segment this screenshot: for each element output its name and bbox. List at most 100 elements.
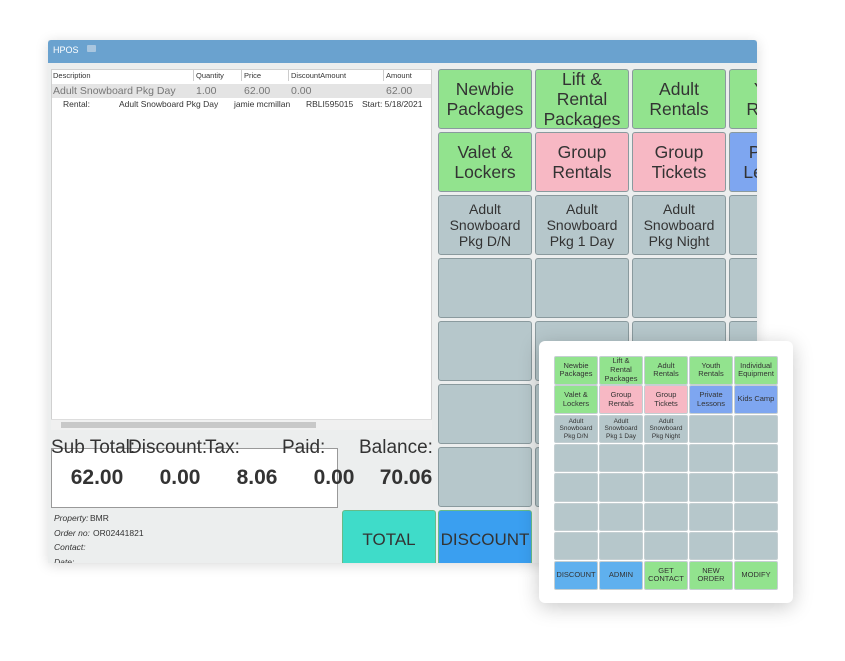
menu-button[interactable] <box>438 321 532 381</box>
preview-action[interactable]: GET CONTACT <box>644 561 688 590</box>
menu-button[interactable] <box>438 384 532 444</box>
preview-button[interactable] <box>644 473 688 502</box>
info-value: BMR <box>90 513 109 523</box>
preview-button[interactable]: Private Lessons <box>689 385 733 414</box>
preview-button[interactable]: Valet & Lockers <box>554 385 598 414</box>
preview-action[interactable]: MODIFY <box>734 561 778 590</box>
column-header: Amount <box>386 71 412 80</box>
menu-button[interactable]: Adult Snowboard Pkg Night <box>632 195 726 255</box>
preview-button[interactable] <box>689 502 733 531</box>
column-header: Quantity <box>196 71 224 80</box>
preview-button[interactable] <box>734 443 778 473</box>
preview-button[interactable] <box>554 443 598 473</box>
total-value: 70.06 <box>379 466 433 489</box>
info-label: Contact: <box>54 542 86 552</box>
preview-button[interactable] <box>689 414 733 444</box>
preview-button[interactable] <box>734 473 778 502</box>
menu-button[interactable] <box>535 258 629 318</box>
preview-button[interactable] <box>689 443 733 473</box>
total-value: 0.00 <box>313 466 355 489</box>
detail-cell: jamie mcmillan <box>234 99 291 109</box>
info-label: Date: <box>54 556 75 564</box>
cell: Adult Snowboard Pkg Day <box>53 85 176 97</box>
preview-button[interactable]: Kids Camp <box>734 385 778 414</box>
column-divider <box>288 70 289 81</box>
preview-card: Newbie Packages Lift & Rental Packages Adu… <box>539 341 793 603</box>
preview-action[interactable]: ADMIN <box>599 561 643 590</box>
total-label: Discount: <box>128 437 208 458</box>
preview-button[interactable] <box>599 443 643 473</box>
menu-button[interactable]: Adult Rentals <box>632 69 726 129</box>
preview-button[interactable] <box>734 502 778 531</box>
info-value: OR02441821 <box>93 527 144 538</box>
preview-action[interactable]: NEW ORDER <box>689 561 733 590</box>
menu-button[interactable]: Private Lessons <box>729 132 757 192</box>
menu-button[interactable] <box>729 195 757 255</box>
column-header: DiscountAmount <box>291 71 347 80</box>
preview-button[interactable] <box>554 531 598 561</box>
menu-button[interactable]: Group Tickets <box>632 132 726 192</box>
preview-button[interactable]: Group Tickets <box>644 385 688 414</box>
preview-button[interactable] <box>734 414 778 444</box>
preview-button[interactable]: Group Rentals <box>599 385 643 414</box>
menu-button[interactable]: Group Rentals <box>535 132 629 192</box>
column-header: Price <box>244 71 262 80</box>
preview-button[interactable] <box>644 531 688 561</box>
total-value: 8.06 <box>236 466 278 489</box>
window-title: HPOS <box>53 45 79 55</box>
action-button[interactable]: DISCOUNT <box>438 510 532 563</box>
preview-button[interactable]: Lift & Rental Packages <box>599 356 643 385</box>
total-label: Balance: <box>359 437 433 458</box>
menu-button[interactable] <box>438 447 532 507</box>
cell: 0.00 <box>291 85 312 97</box>
scroll-thumb[interactable] <box>61 422 316 428</box>
menu-button[interactable] <box>632 258 726 318</box>
menu-button[interactable]: Lift & Rental Packages <box>535 69 629 129</box>
preview-button[interactable]: Newbie Packages <box>554 356 598 385</box>
preview-button[interactable]: Individual Equipment <box>734 356 778 385</box>
menu-button[interactable]: Youth Rentals <box>729 69 757 129</box>
preview-button[interactable] <box>599 473 643 502</box>
preview-button[interactable]: Adult Snowboard Pkg D/N <box>554 414 598 444</box>
menu-button[interactable]: Adult Snowboard Pkg 1 Day <box>535 195 629 255</box>
preview-action[interactable]: DISCOUNT <box>554 561 598 590</box>
scrollbar[interactable] <box>51 419 432 430</box>
menu-button[interactable] <box>438 258 532 318</box>
chat-icon[interactable] <box>87 45 96 52</box>
preview-button[interactable] <box>644 443 688 473</box>
preview-button[interactable] <box>599 502 643 531</box>
preview-button[interactable] <box>554 502 598 531</box>
selected-row <box>52 84 431 98</box>
total-label: Tax: <box>205 437 240 458</box>
action-button[interactable]: TOTAL <box>342 510 436 563</box>
preview-button[interactable]: Youth Rentals <box>689 356 733 385</box>
column-divider <box>241 70 242 81</box>
menu-button[interactable]: Adult Snowboard Pkg D/N <box>438 195 532 255</box>
menu-button[interactable] <box>729 258 757 318</box>
info-label: Order no: <box>54 527 90 538</box>
preview-button[interactable] <box>599 531 643 561</box>
cell: 62.00 <box>244 85 271 97</box>
preview-button[interactable]: Adult Rentals <box>644 356 688 385</box>
detail-cell: Rental: <box>63 99 90 109</box>
order-info <box>51 448 338 508</box>
menu-button[interactable]: Newbie Packages <box>438 69 532 129</box>
preview-button[interactable] <box>644 502 688 531</box>
preview-button[interactable]: Adult Snowboard Pkg Night <box>644 414 688 444</box>
detail-cell: Start: 5/18/2021 <box>362 99 423 109</box>
preview-button[interactable] <box>689 473 733 502</box>
preview-button[interactable] <box>734 531 778 561</box>
preview-button[interactable] <box>554 473 598 502</box>
pos-window: HPOS Description Quantity Price DiscountAmo… <box>48 40 757 563</box>
title-bar: HPOS <box>48 40 757 63</box>
preview-button[interactable] <box>689 531 733 561</box>
info-label: Property: <box>54 513 89 523</box>
preview-button[interactable]: Adult Snowboard Pkg 1 Day <box>599 414 643 444</box>
total-value: 0.00 <box>159 466 201 489</box>
cell: 1.00 <box>196 85 217 97</box>
menu-button[interactable]: Valet & Lockers <box>438 132 532 192</box>
column-divider <box>383 70 384 81</box>
column-header: Description <box>53 71 91 80</box>
detail-cell: Adult Snowboard Pkg Day <box>119 99 219 109</box>
cell: 62.00 <box>386 85 413 97</box>
